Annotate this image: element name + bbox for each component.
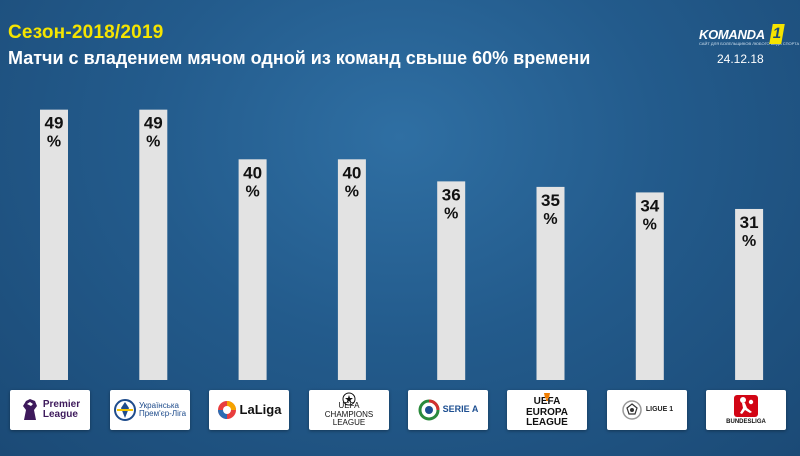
bar-unit-label: % bbox=[643, 216, 657, 233]
ligue-1-ball-icon bbox=[622, 400, 642, 420]
bar-unit-label: % bbox=[543, 211, 557, 228]
bar-value-label: 35 bbox=[541, 191, 560, 210]
bar-value-label: 49 bbox=[144, 114, 163, 133]
league-label: LIGUE 1 bbox=[645, 406, 674, 414]
league-label: Українська Прем'єр-Ліга bbox=[138, 400, 187, 418]
bar-7 bbox=[735, 208, 764, 380]
league-tile-upl: Українська Прем'єр-Ліга bbox=[110, 390, 190, 430]
league-tile-ligue-1: LIGUE 1 bbox=[607, 390, 687, 430]
bar-0 bbox=[40, 109, 68, 380]
bar-value-label: 36 bbox=[442, 185, 461, 204]
logo-text: KOMANDA bbox=[699, 27, 765, 42]
upl-ball-icon bbox=[113, 399, 136, 421]
league-tile-bundesliga: BUNDESLIGA bbox=[706, 390, 786, 430]
league-tile-laliga: LaLiga bbox=[209, 390, 289, 430]
season-title: Сезон-2018/2019 bbox=[8, 22, 164, 43]
bar-value-label: 34 bbox=[640, 196, 659, 215]
laliga-ball-icon bbox=[217, 401, 236, 419]
league-label: UEFA CHAMPIONS LEAGUE bbox=[324, 401, 374, 428]
league-label: LaLiga bbox=[239, 402, 282, 418]
bar-3 bbox=[337, 159, 366, 380]
premier-league-lion-icon bbox=[22, 399, 37, 420]
bar-4 bbox=[437, 181, 466, 380]
league-tile-serie-a: SERIE A bbox=[408, 390, 488, 430]
bar-5 bbox=[536, 186, 565, 380]
league-label: UEFA EUROPA LEAGUE bbox=[525, 396, 569, 429]
bar-1 bbox=[139, 109, 168, 380]
bar-2 bbox=[238, 159, 267, 380]
bar-unit-label: % bbox=[146, 134, 160, 151]
bar-value-label: 40 bbox=[342, 163, 361, 182]
komanda-logo: KOMANDA САЙТ ДЛЯ БОЛЕЛЬЩИКОВ ЛЮБОГО ВИДА… bbox=[697, 24, 799, 48]
europa-league-trophy-icon bbox=[544, 393, 550, 401]
bar-value-label: 49 bbox=[45, 114, 64, 133]
bar-unit-label: % bbox=[245, 183, 259, 200]
league-tile-premier-league: Premier League bbox=[10, 390, 90, 430]
bar-6 bbox=[635, 192, 664, 380]
bar-unit-label: % bbox=[47, 134, 61, 151]
bar-value-label: 31 bbox=[740, 213, 759, 232]
league-tile-europa-league: UEFA EUROPA LEAGUE bbox=[507, 390, 587, 430]
publish-date: 24.12.18 bbox=[717, 52, 764, 66]
league-label: Premier League bbox=[42, 398, 81, 420]
bundesliga-player-icon bbox=[734, 395, 758, 418]
league-label: SERIE A bbox=[442, 404, 479, 415]
chart-title: Матчи с владением мячом одной из команд … bbox=[8, 48, 591, 68]
league-tile-champions-league: UEFA CHAMPIONS LEAGUE bbox=[309, 390, 389, 430]
logo-subtitle: САЙТ ДЛЯ БОЛЕЛЬЩИКОВ ЛЮБОГО ВИДА СПОРТА bbox=[699, 41, 800, 46]
champions-league-star-ball-icon bbox=[342, 392, 356, 406]
league-label: BUNDESLIGA bbox=[726, 419, 766, 426]
bar-unit-label: % bbox=[345, 183, 359, 200]
bar-value-label: 40 bbox=[243, 163, 262, 182]
serie-a-shield-icon bbox=[418, 399, 440, 421]
bar-unit-label: % bbox=[742, 233, 756, 250]
bar-unit-label: % bbox=[444, 205, 458, 222]
